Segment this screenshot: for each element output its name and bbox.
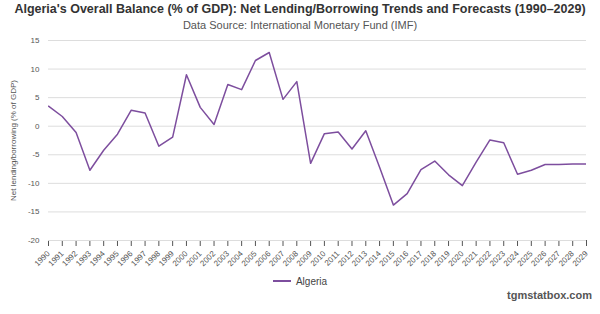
svg-text:2025: 2025 (515, 249, 535, 269)
html-text:Algeria's Overall Balance (% o: Algeria's Overall Balance (% of GDP): Ne… (14, 2, 586, 16)
svg-text:2008: 2008 (281, 249, 300, 269)
html-text:Data Source: International Mon: Data Source: International Monetary Fund… (182, 19, 418, 31)
svg-text:2017: 2017 (405, 249, 425, 269)
svg-text:2003: 2003 (212, 249, 232, 269)
svg-text:2021: 2021 (460, 249, 480, 269)
svg-text:1999: 1999 (156, 249, 176, 269)
svg-text:5: 5 (35, 93, 40, 102)
svg-text:2018: 2018 (419, 249, 438, 269)
svg-text:2020: 2020 (446, 249, 466, 269)
svg-text:2024: 2024 (501, 249, 521, 269)
svg-text:2026: 2026 (529, 249, 549, 269)
svg-text:2029: 2029 (571, 249, 590, 268)
svg-text:1993: 1993 (74, 249, 94, 269)
svg-text:2022: 2022 (474, 249, 494, 269)
svg-text:Net lending/borrowing (% of GD: Net lending/borrowing (% of GDP) (9, 80, 18, 201)
svg-text:1992: 1992 (60, 249, 80, 269)
svg-text:-20: -20 (28, 236, 40, 245)
svg-text:-10: -10 (28, 179, 40, 188)
svg-text:2002: 2002 (198, 249, 218, 269)
html-text:Algeria: Algeria (295, 275, 328, 287)
svg-text:2012: 2012 (336, 249, 356, 269)
svg-text:2023: 2023 (488, 249, 507, 269)
svg-text:2015: 2015 (377, 249, 397, 269)
svg-text:2013: 2013 (350, 249, 369, 269)
svg-text:2006: 2006 (253, 249, 273, 269)
svg-text:0: 0 (35, 122, 40, 131)
svg-text:2004: 2004 (225, 249, 245, 269)
svg-text:1997: 1997 (129, 249, 149, 269)
svg-text:1995: 1995 (101, 249, 121, 269)
svg-text:1994: 1994 (88, 249, 107, 269)
svg-text:2010: 2010 (308, 249, 328, 269)
svg-text:2014: 2014 (363, 249, 383, 269)
svg-text:2011: 2011 (322, 249, 342, 268)
svg-text:1996: 1996 (115, 249, 135, 269)
svg-text:2001: 2001 (184, 249, 204, 269)
svg-text:-15: -15 (28, 207, 40, 216)
svg-text:2028: 2028 (557, 249, 576, 269)
svg-text:2027: 2027 (543, 249, 563, 269)
svg-text:1998: 1998 (143, 249, 163, 269)
svg-text:-5: -5 (32, 150, 40, 159)
svg-text:2019: 2019 (432, 249, 452, 269)
svg-text:2000: 2000 (170, 249, 190, 269)
html-text:tgmstatbox.com: tgmstatbox.com (507, 289, 592, 301)
svg-text:15: 15 (31, 36, 40, 45)
svg-text:2009: 2009 (294, 249, 314, 269)
svg-text:2016: 2016 (391, 249, 411, 269)
svg-text:10: 10 (31, 65, 40, 74)
svg-text:1991: 1991 (46, 249, 66, 269)
svg-text:2005: 2005 (239, 249, 259, 269)
svg-text:2007: 2007 (267, 249, 287, 269)
svg-text:1990: 1990 (32, 249, 52, 269)
